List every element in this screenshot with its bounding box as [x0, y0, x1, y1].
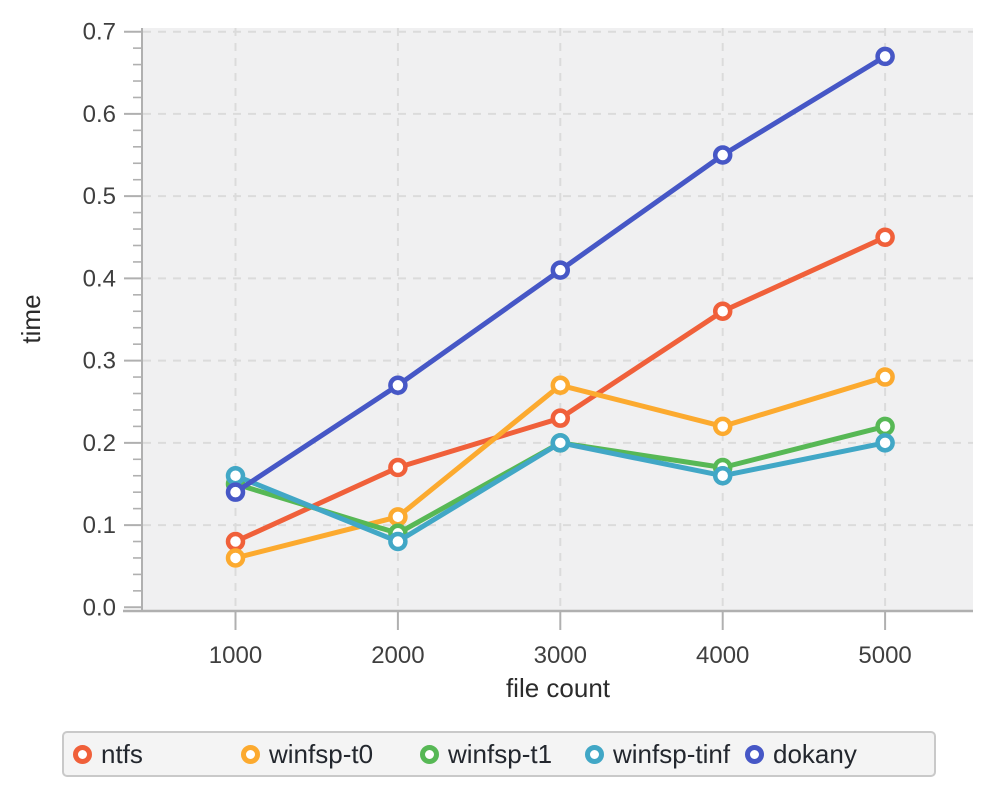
legend-item-label: winfsp-t1 — [448, 738, 553, 769]
data-point-winfsp-t0-4000 — [712, 416, 733, 437]
y-tick-label: 0.0 — [83, 594, 116, 621]
x-tick-label: 3000 — [534, 642, 587, 669]
y-tick-label: 0.5 — [83, 183, 116, 210]
line-chart: 0.0 0.1 0.2 0.3 0.4 0.5 0.6 0.7 1000 2000 3000 4000… — [16, 19, 973, 703]
data-point-dokany-2000 — [388, 375, 408, 396]
legend-item-winfsp-t0: winfsp-t0 — [241, 733, 373, 775]
data-point-winfsp-tinf-5000 — [875, 433, 895, 453]
data-point-dokany-1000 — [225, 482, 246, 502]
y-tick-label: 0.4 — [83, 265, 116, 292]
legend-marker-icon — [73, 744, 92, 764]
y-tick-label: 0.3 — [83, 348, 116, 375]
data-point-winfsp-tinf-4000 — [712, 465, 733, 486]
data-point-winfsp-tinf-1000 — [225, 465, 246, 486]
data-point-winfsp-t0-5000 — [875, 367, 895, 387]
data-point-winfsp-t0-2000 — [388, 507, 408, 527]
legend-item-winfsp-t1: winfsp-t1 — [420, 733, 552, 775]
y-tick-label: 0.2 — [83, 430, 116, 457]
legend-marker-icon — [241, 744, 260, 764]
legend: ntfs winfsp-t0 winfsp-t1 winfsp-tinf dokany — [62, 731, 936, 777]
data-point-ntfs-5000 — [875, 227, 895, 248]
plot-background — [143, 28, 973, 610]
x-tick-label: 4000 — [696, 642, 749, 669]
legend-item-label: winfsp-t0 — [269, 738, 374, 769]
legend-item-label: winfsp-tinf — [613, 738, 731, 769]
data-point-winfsp-t1-5000 — [875, 416, 895, 437]
data-point-dokany-4000 — [712, 145, 733, 165]
data-point-winfsp-t0-1000 — [225, 548, 246, 568]
data-point-ntfs-1000 — [225, 531, 246, 552]
data-point-winfsp-tinf-2000 — [388, 531, 408, 552]
data-point-ntfs-3000 — [550, 408, 571, 428]
y-tick-label: 0.7 — [83, 19, 116, 46]
legend-item-label: ntfs — [101, 738, 143, 769]
data-point-ntfs-2000 — [388, 457, 408, 478]
data-point-winfsp-t0-3000 — [550, 375, 571, 396]
data-point-winfsp-tinf-3000 — [550, 433, 571, 453]
data-point-ntfs-4000 — [712, 301, 733, 322]
y-tick-label: 0.6 — [83, 101, 116, 128]
legend-marker-icon — [745, 744, 764, 764]
legend-item-ntfs: ntfs — [73, 733, 143, 775]
y-tick-label: 0.1 — [83, 512, 116, 539]
x-tick-label: 1000 — [209, 642, 262, 669]
data-point-dokany-3000 — [550, 260, 571, 280]
x-tick-label: 2000 — [371, 642, 424, 669]
plot-area: 0.0 0.1 0.2 0.3 0.4 0.5 0.6 0.7 1000 2000 3000 4000… — [83, 19, 973, 669]
legend-marker-icon — [420, 744, 439, 764]
legend-item-dokany: dokany — [745, 733, 857, 775]
x-axis-title: file count — [506, 673, 611, 703]
legend-item-winfsp-tinf: winfsp-tinf — [585, 733, 730, 775]
x-tick-label: 5000 — [858, 642, 911, 669]
y-axis-title: time — [16, 294, 46, 343]
data-point-dokany-5000 — [875, 46, 895, 67]
legend-item-label: dokany — [773, 738, 857, 769]
legend-marker-icon — [585, 744, 604, 764]
